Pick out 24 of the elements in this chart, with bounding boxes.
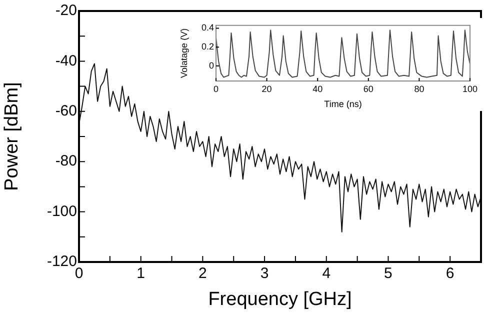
x-tick-label: 100	[462, 84, 478, 94]
x-tick-label: 2	[198, 265, 207, 282]
x-tick-label: 20	[262, 84, 272, 94]
y-tick-label: 0	[208, 60, 214, 70]
x-tick-label: 1	[136, 265, 146, 282]
y-tick-label: -120	[46, 253, 77, 270]
y-tick-label: 0.4	[201, 22, 214, 33]
x-tick-label: 80	[414, 84, 424, 94]
y-axis-title: Volatage (V)	[178, 28, 189, 78]
y-tick-label: -20	[55, 2, 77, 20]
y-tick-label: -40	[55, 52, 77, 70]
x-tick-label: 3	[260, 265, 269, 282]
x-tick-label: 4	[322, 265, 331, 282]
x-tick-label: 6	[446, 265, 454, 282]
x-tick-label: 60	[363, 84, 374, 94]
y-tick-label: -100	[46, 202, 77, 220]
x-tick-label: 40	[312, 84, 323, 94]
y-tick-label: 0.2	[201, 42, 214, 52]
y-axis-title: Power [dBm]	[2, 82, 23, 191]
y-tick-label: -80	[55, 152, 77, 170]
x-axis-title: Time (ns)	[324, 99, 362, 110]
x-tick-label: 5	[384, 265, 392, 282]
y-tick-label: -60	[55, 102, 77, 120]
x-axis-title: Frequency [GHz]	[208, 288, 352, 310]
